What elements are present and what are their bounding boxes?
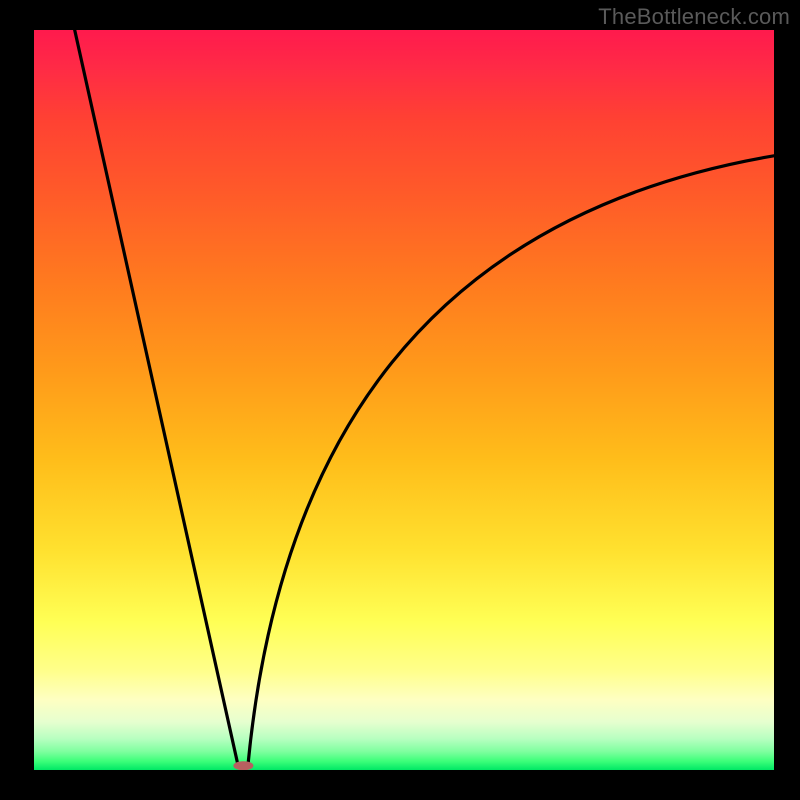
chart-container: TheBottleneck.com: [0, 0, 800, 800]
watermark-text: TheBottleneck.com: [598, 4, 790, 30]
curve-svg: [34, 30, 774, 770]
minimum-marker: [234, 761, 253, 770]
plot-area: [34, 30, 774, 770]
bottleneck-curve: [75, 30, 774, 766]
